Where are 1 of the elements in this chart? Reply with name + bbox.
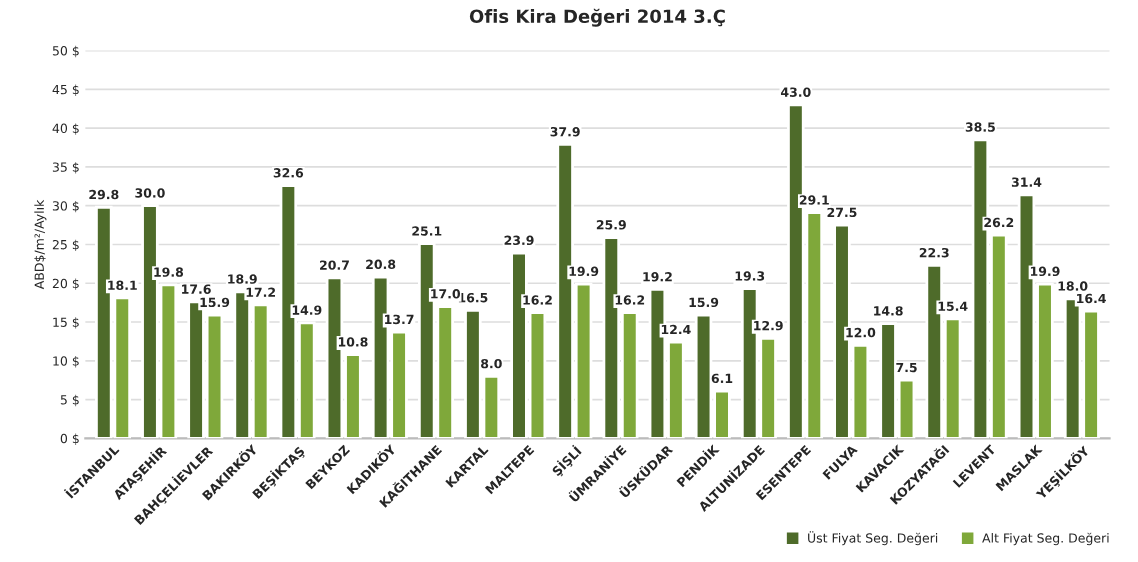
chart-title: Ofis Kira Değeri 2014 3.Ç	[469, 8, 725, 27]
